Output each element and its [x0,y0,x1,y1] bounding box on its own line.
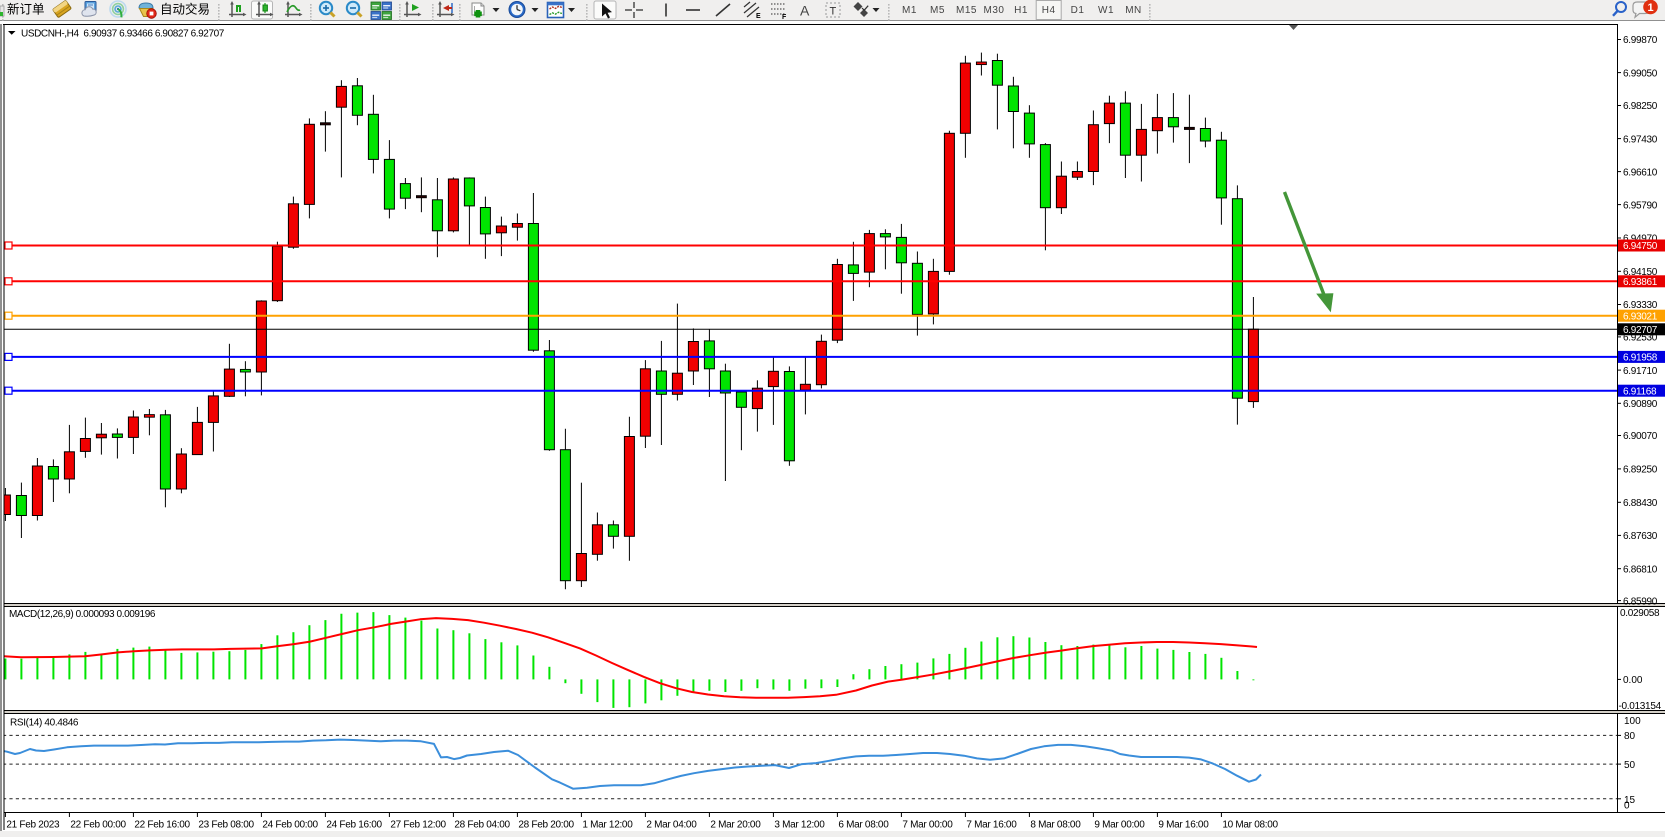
svg-text:8 Mar 08:00: 8 Mar 08:00 [1030,820,1081,831]
svg-text:M15: M15 [956,5,977,16]
svg-text:1 Mar 12:00: 1 Mar 12:00 [582,820,633,831]
svg-text:100: 100 [1624,716,1641,727]
svg-text:24 Feb 16:00: 24 Feb 16:00 [326,820,382,831]
svg-text:0.029058: 0.029058 [1620,608,1660,619]
svg-text:2 Mar 20:00: 2 Mar 20:00 [710,820,761,831]
svg-text:6.87630: 6.87630 [1623,531,1658,542]
svg-text:F: F [782,14,787,21]
svg-text:H4: H4 [1042,5,1056,16]
svg-text:50: 50 [1624,760,1636,771]
svg-text:10 Mar 08:00: 10 Mar 08:00 [1222,820,1278,831]
svg-text:6.89250: 6.89250 [1623,465,1658,476]
svg-text:6.90070: 6.90070 [1623,431,1658,442]
svg-text:9 Mar 00:00: 9 Mar 00:00 [1094,820,1145,831]
svg-text:6.94970: 6.94970 [1623,234,1658,245]
svg-text:6.95790: 6.95790 [1623,200,1658,211]
svg-text:6.92530: 6.92530 [1623,333,1658,344]
svg-text:6.98250: 6.98250 [1623,101,1658,112]
svg-text:6.94150: 6.94150 [1623,267,1658,278]
svg-text:9 Mar 16:00: 9 Mar 16:00 [1158,820,1209,831]
svg-text:MACD(12,26,9) 0.000093 0.00919: MACD(12,26,9) 0.000093 0.009196 [9,609,156,620]
svg-text:6.91168: 6.91168 [1623,386,1657,397]
svg-text:6.97430: 6.97430 [1623,134,1658,145]
svg-text:7 Mar 16:00: 7 Mar 16:00 [966,820,1017,831]
svg-text:M5: M5 [930,5,945,16]
svg-text:28 Feb 04:00: 28 Feb 04:00 [454,820,510,831]
svg-text:6.88430: 6.88430 [1623,498,1658,509]
svg-text:1: 1 [1647,2,1653,14]
svg-text:新订单: 新订单 [7,2,45,17]
svg-text:6.93021: 6.93021 [1623,311,1658,322]
svg-text:0.00: 0.00 [1623,675,1643,686]
svg-text:RSI(14) 40.4846: RSI(14) 40.4846 [10,718,79,729]
svg-text:T: T [830,6,837,18]
svg-text:6.85990: 6.85990 [1623,596,1658,607]
svg-text:6.93861: 6.93861 [1623,277,1658,288]
svg-text:2 Mar 04:00: 2 Mar 04:00 [646,820,697,831]
svg-text:6.93330: 6.93330 [1623,300,1658,311]
svg-text:80: 80 [1624,731,1636,742]
svg-text:M1: M1 [902,5,917,16]
svg-text:USDCNH-,H4 6.90937 6.93466 6.: USDCNH-,H4 6.90937 6.93466 6.90827 6.927… [21,29,225,40]
svg-text:24 Feb 00:00: 24 Feb 00:00 [262,820,318,831]
svg-text:22 Feb 00:00: 22 Feb 00:00 [70,820,126,831]
svg-text:6.92707: 6.92707 [1623,325,1658,336]
svg-text:A: A [800,3,810,19]
svg-text:6.90890: 6.90890 [1623,399,1658,410]
svg-text:6.91958: 6.91958 [1623,353,1658,364]
svg-text:H1: H1 [1014,5,1028,16]
svg-text:6.86810: 6.86810 [1623,564,1658,575]
svg-text:自动交易: 自动交易 [160,2,210,17]
svg-text:D1: D1 [1071,5,1085,16]
svg-text:28 Feb 20:00: 28 Feb 20:00 [518,820,574,831]
svg-text:22 Feb 16:00: 22 Feb 16:00 [134,820,190,831]
svg-text:6.91710: 6.91710 [1623,366,1658,377]
svg-text:23 Feb 08:00: 23 Feb 08:00 [198,820,254,831]
svg-text:7 Mar 00:00: 7 Mar 00:00 [902,820,953,831]
svg-text:-0.013154: -0.013154 [1619,701,1662,712]
svg-text:21 Feb 2023: 21 Feb 2023 [6,820,60,831]
svg-text:6.94750: 6.94750 [1623,241,1658,252]
svg-text:MN: MN [1125,5,1142,16]
svg-text:27 Feb 12:00: 27 Feb 12:00 [390,820,446,831]
svg-text:6.96610: 6.96610 [1623,167,1658,178]
svg-text:15: 15 [1624,795,1636,806]
svg-text:0: 0 [1624,801,1630,812]
svg-text:E: E [756,13,761,20]
svg-text:W1: W1 [1098,5,1114,16]
svg-text:M30: M30 [984,5,1005,16]
svg-text:3 Mar 12:00: 3 Mar 12:00 [774,820,825,831]
svg-text:6.99870: 6.99870 [1623,35,1658,46]
svg-text:6 Mar 08:00: 6 Mar 08:00 [838,820,889,831]
svg-text:6.99050: 6.99050 [1623,68,1658,79]
